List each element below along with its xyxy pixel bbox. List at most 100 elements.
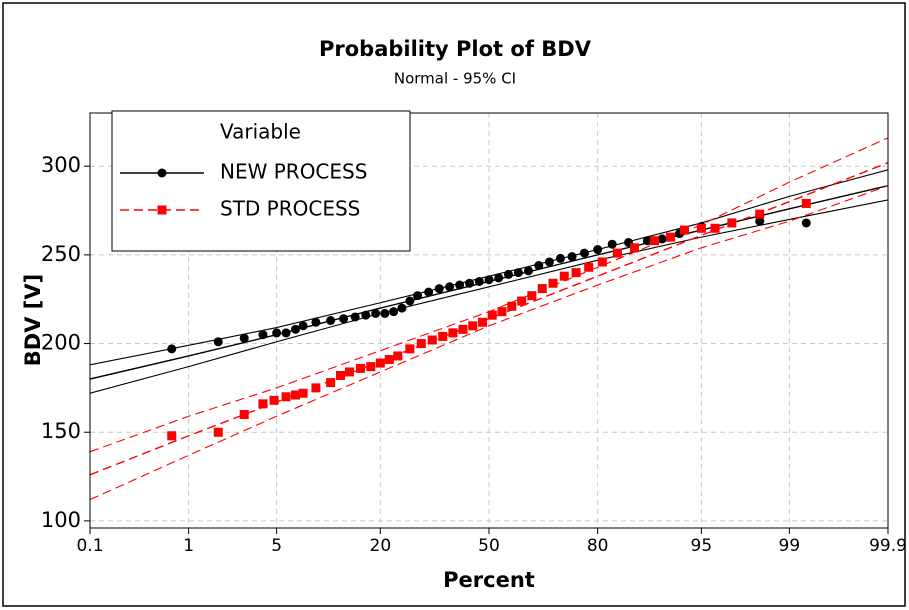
point: [269, 395, 279, 405]
point: [272, 328, 282, 338]
point: [494, 273, 504, 283]
point: [597, 257, 607, 267]
x-axis-label: Percent: [443, 568, 535, 592]
point: [438, 331, 448, 341]
point: [445, 282, 455, 292]
point: [405, 344, 415, 354]
x-tick-label: 0.1: [76, 536, 103, 556]
point: [167, 344, 177, 354]
point: [239, 333, 249, 343]
point: [474, 276, 484, 286]
y-axis-label: BDV [V]: [21, 274, 45, 366]
point: [755, 216, 765, 226]
point: [478, 317, 488, 327]
point: [497, 307, 507, 317]
point: [612, 248, 622, 258]
point: [397, 303, 407, 313]
point: [727, 218, 737, 228]
point: [487, 310, 497, 320]
legend-box: [111, 110, 411, 252]
y-tick-label: 250: [41, 242, 81, 266]
point: [326, 316, 336, 325]
point: [311, 383, 321, 393]
point: [559, 271, 569, 281]
point: [298, 321, 308, 331]
point: [298, 388, 308, 398]
x-tick-label: 99.9: [869, 536, 907, 556]
point: [544, 257, 554, 267]
point: [696, 223, 706, 233]
chart-subtitle: Normal - 95% CI: [394, 70, 516, 88]
point: [281, 328, 291, 338]
point: [239, 409, 249, 419]
x-tick-label: 80: [587, 536, 609, 556]
x-tick-label: 5: [271, 536, 282, 556]
point: [665, 232, 675, 242]
point: [371, 308, 381, 318]
point: [507, 301, 517, 311]
point: [548, 278, 558, 288]
point: [555, 253, 565, 263]
point: [755, 209, 765, 219]
point: [326, 378, 336, 388]
y-tick-label: 100: [41, 508, 81, 532]
x-tick-label: 99: [779, 536, 801, 556]
point: [356, 363, 366, 373]
point: [484, 275, 494, 285]
point: [801, 198, 811, 208]
point: [458, 324, 468, 334]
point: [213, 337, 223, 347]
point: [380, 308, 390, 318]
legend-title: Variable: [220, 120, 301, 144]
point: [213, 427, 223, 437]
x-tick-label: 20: [370, 536, 392, 556]
y-tick-label: 200: [41, 331, 81, 355]
x-tick-label: 50: [478, 536, 500, 556]
point: [448, 328, 458, 338]
point: [503, 269, 513, 279]
point: [607, 239, 617, 249]
point: [427, 335, 437, 345]
point: [537, 284, 547, 294]
y-tick-label: 300: [41, 153, 81, 177]
point: [517, 296, 527, 306]
point: [366, 362, 376, 372]
point: [405, 296, 415, 306]
point: [339, 314, 349, 324]
point: [710, 223, 720, 233]
point: [642, 236, 652, 246]
point: [258, 330, 268, 340]
legend-marker: [157, 168, 167, 178]
point: [335, 370, 345, 380]
point: [629, 243, 639, 253]
point: [571, 268, 581, 278]
point: [523, 266, 533, 276]
chart-title: Probability Plot of BDV: [319, 37, 592, 61]
legend-marker: [157, 205, 167, 215]
point: [393, 351, 403, 361]
point: [350, 312, 360, 322]
point: [513, 268, 523, 278]
point: [527, 291, 537, 301]
legend-label: NEW PROCESS: [220, 160, 367, 184]
point: [593, 245, 603, 255]
point: [416, 339, 426, 349]
point: [534, 261, 544, 271]
point: [167, 431, 177, 441]
x-tick-label: 1: [183, 536, 194, 556]
point: [679, 225, 689, 235]
point: [801, 218, 811, 228]
point: [361, 310, 371, 320]
point: [291, 324, 301, 334]
x-tick-label: 95: [691, 536, 713, 556]
plot-border: [89, 112, 889, 529]
point: [468, 321, 478, 331]
point: [258, 399, 268, 409]
point: [657, 234, 667, 244]
point: [345, 367, 355, 377]
point: [567, 252, 577, 262]
point: [413, 291, 423, 301]
plot: 0.1 1 5 20 50 80 95 99 99.9 100 150 200 250 300 Variab…: [41, 110, 907, 556]
point: [424, 287, 434, 297]
